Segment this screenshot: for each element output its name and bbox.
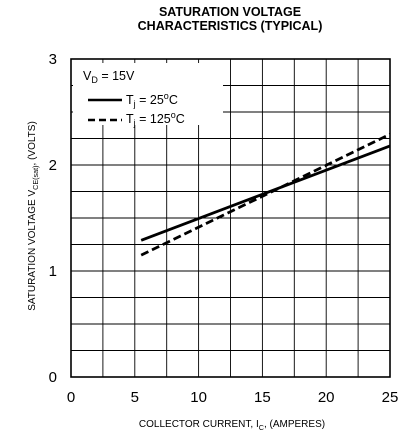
chart-title-line2: CHARACTERISTICS (TYPICAL) [138, 19, 323, 33]
x-tick-label: 25 [382, 389, 399, 406]
legend-background [73, 63, 223, 125]
grid [71, 59, 390, 377]
y-tick-label: 3 [49, 51, 57, 68]
y-tick-label: 0 [49, 369, 57, 386]
chart-title-line1: SATURATION VOLTAGE [159, 5, 301, 19]
legend-entry-series-2: Tj = 125oC [126, 110, 185, 128]
x-axis-label: COLLECTOR CURRENT, IC, (AMPERES) [139, 419, 325, 432]
legend-entry-series-1: Tj = 25oC [126, 91, 178, 109]
x-tick-label: 20 [318, 389, 335, 406]
x-tick-label: 15 [254, 389, 271, 406]
x-tick-label: 0 [67, 389, 75, 406]
series-line-2 [140, 133, 391, 257]
x-tick-label: 10 [190, 389, 207, 406]
legend: VD = 15V Tj = 25oC Tj = 125oC [73, 63, 223, 128]
x-tick-labels: 0 5 10 15 20 25 [67, 389, 399, 406]
series-lines [140, 133, 391, 257]
y-axis-label: SATURATION VOLTAGE VCE(sat), (VOLTS) [27, 121, 40, 311]
y-tick-label: 2 [49, 157, 57, 174]
y-tick-label: 1 [49, 263, 57, 280]
plot-frame [70, 58, 391, 378]
x-tick-label: 5 [131, 389, 139, 406]
y-tick-labels: 0 1 2 3 [49, 51, 57, 386]
legend-condition: VD = 15V [83, 69, 135, 85]
series-line-1 [140, 144, 391, 242]
